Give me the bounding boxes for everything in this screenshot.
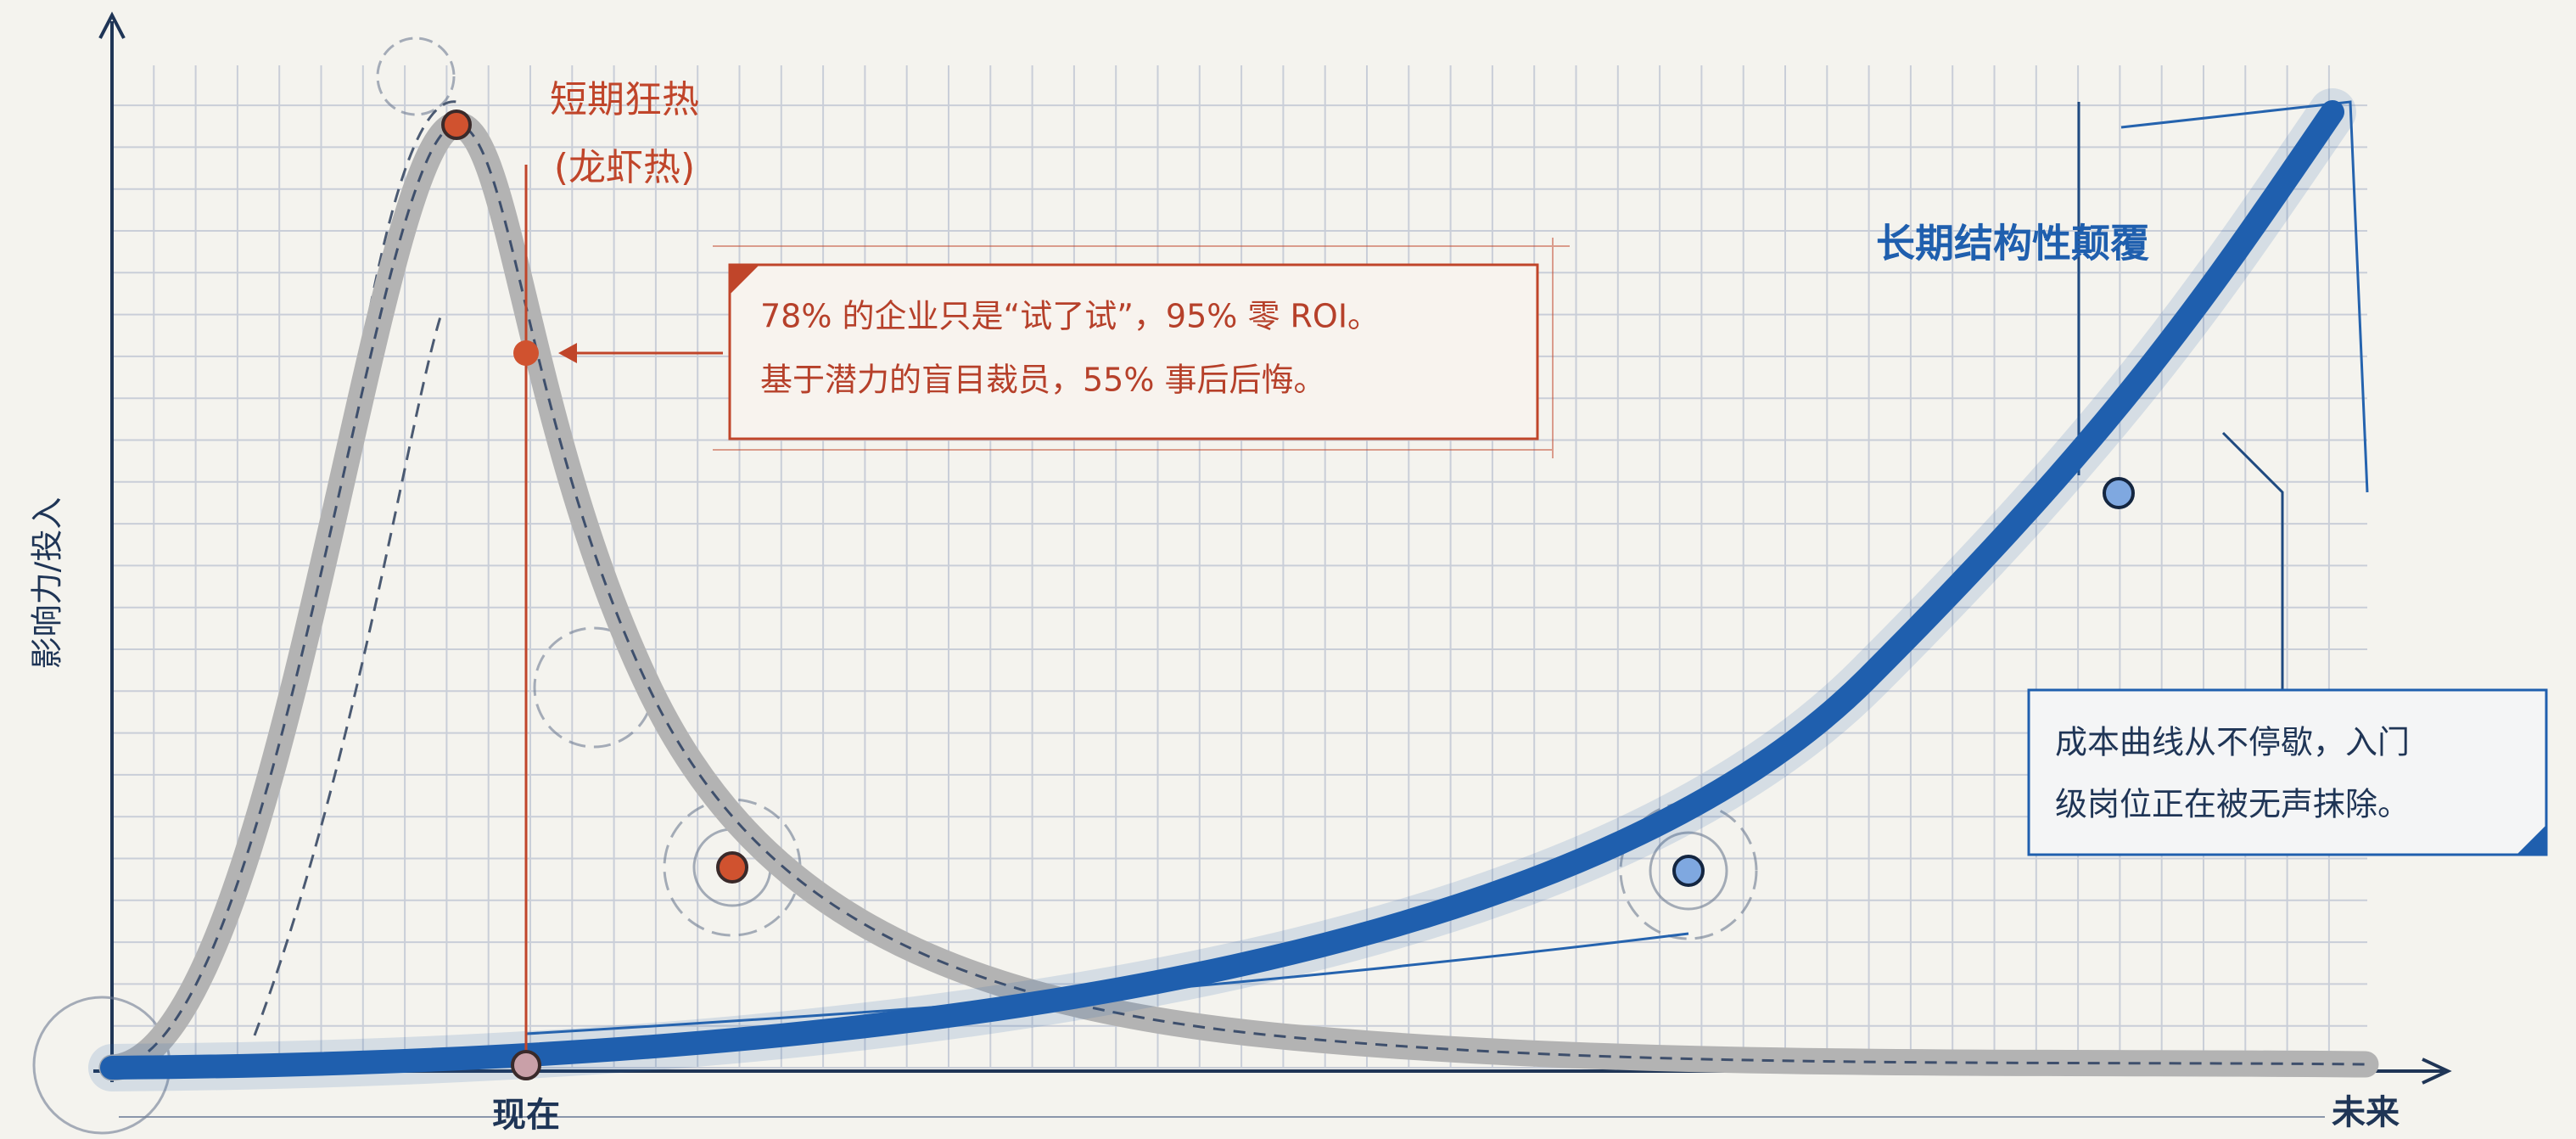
guide-line — [2221, 431, 2284, 696]
disruption-callout-text: 成本曲线从不停歇，入门 — [2055, 724, 2410, 761]
disruption-callout — [2027, 688, 2548, 856]
callout-corner — [730, 265, 759, 295]
hype-label: 短期狂热 — [550, 78, 699, 121]
callout-arrowhead — [558, 343, 577, 363]
disruption-point — [2103, 477, 2135, 509]
callout-corner — [2517, 825, 2546, 855]
callout-frame — [713, 238, 1570, 458]
y-axis-arrow — [98, 11, 126, 39]
guide-line — [2120, 100, 2369, 493]
hype-callout-text: 78% 的企业只是“试了试”，95% 零 ROI。 — [760, 298, 1380, 335]
hype-point — [716, 851, 748, 884]
hype-centerline — [111, 123, 2366, 1069]
x-axis-arrow — [2422, 1058, 2452, 1085]
hype-point — [513, 340, 539, 366]
x-end-label: 未来 — [2332, 1093, 2400, 1132]
disruption-point — [1672, 855, 1705, 887]
x-start-label: 现在 — [492, 1096, 560, 1135]
hype-callout-text: 基于潜力的盲目裁员，55% 事后后悔。 — [760, 362, 1326, 399]
peak-point — [441, 109, 472, 140]
hype-callout — [728, 263, 1539, 440]
disruption-callout-text: 级岗位正在被无声抹除。 — [2055, 786, 2410, 823]
hype-label: (龙虾热) — [554, 146, 695, 189]
now-point — [511, 1050, 541, 1080]
y-axis-label: 影响力/投入 — [29, 497, 66, 670]
disruption-curve — [100, 100, 2344, 1080]
disruption-label: 长期结构性颠覆 — [1876, 221, 2149, 267]
